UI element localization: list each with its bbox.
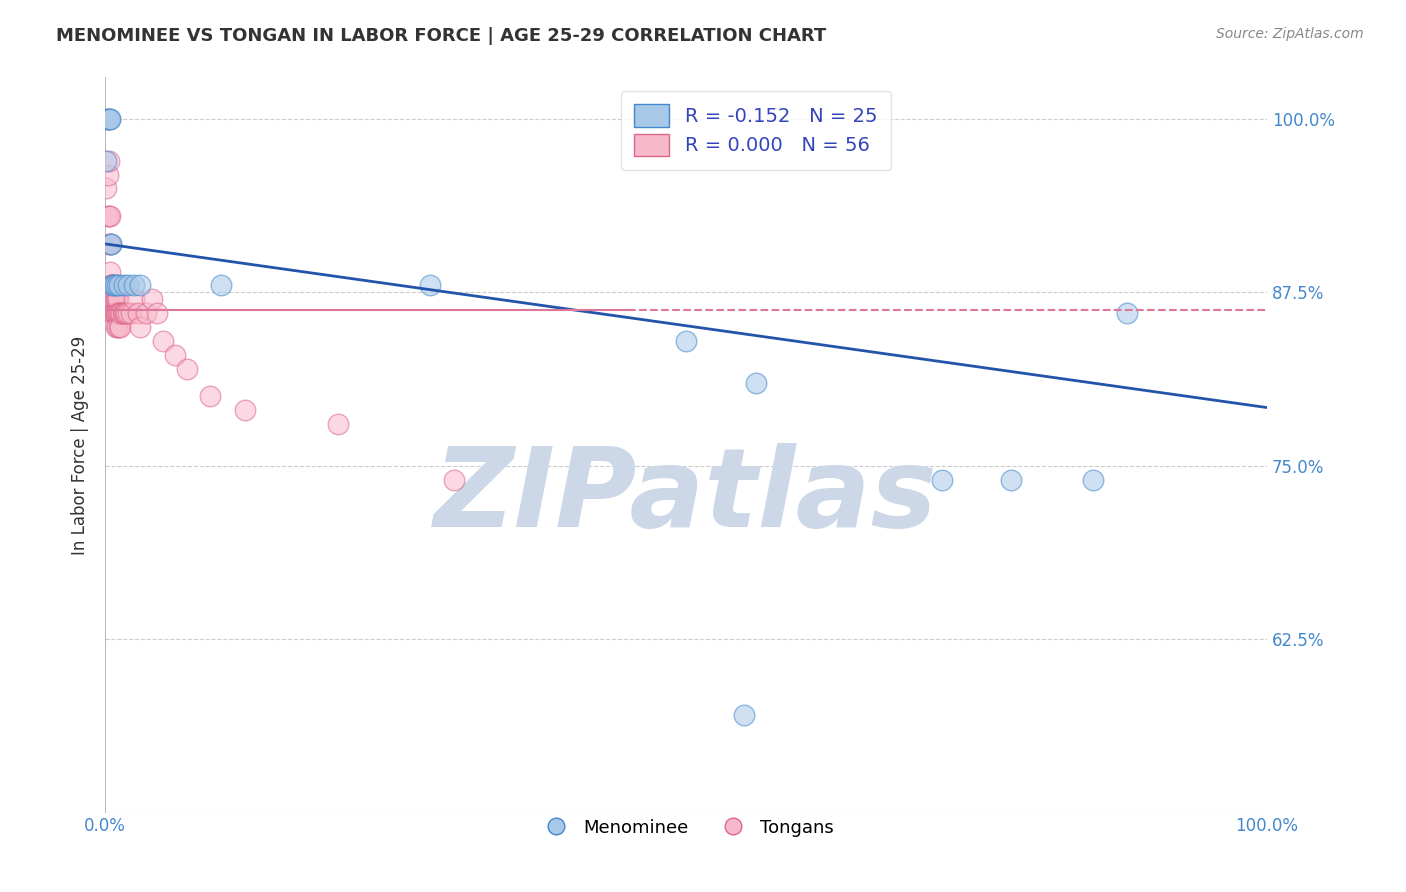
Point bbox=[107, 306, 129, 320]
Point bbox=[101, 293, 124, 307]
Point bbox=[100, 236, 122, 251]
Point bbox=[105, 320, 128, 334]
Point bbox=[419, 278, 441, 293]
Point bbox=[198, 389, 221, 403]
Point bbox=[101, 278, 124, 293]
Point bbox=[110, 306, 132, 320]
Point bbox=[129, 278, 152, 293]
Point bbox=[105, 306, 128, 320]
Point bbox=[96, 112, 118, 126]
Text: ZIPatlas: ZIPatlas bbox=[434, 443, 938, 550]
Point bbox=[127, 306, 149, 320]
Point bbox=[152, 334, 174, 348]
Point bbox=[96, 153, 118, 168]
Point bbox=[97, 112, 120, 126]
Point bbox=[100, 278, 122, 293]
Point bbox=[117, 306, 139, 320]
Point bbox=[931, 473, 953, 487]
Point bbox=[110, 306, 132, 320]
Point bbox=[98, 112, 121, 126]
Point bbox=[100, 278, 122, 293]
Y-axis label: In Labor Force | Age 25-29: In Labor Force | Age 25-29 bbox=[72, 335, 89, 555]
Point bbox=[176, 361, 198, 376]
Point bbox=[114, 306, 136, 320]
Point bbox=[163, 348, 186, 362]
Point bbox=[100, 236, 122, 251]
Point bbox=[108, 278, 131, 293]
Point bbox=[112, 306, 135, 320]
Point bbox=[326, 417, 349, 432]
Point bbox=[96, 168, 118, 182]
Point bbox=[98, 265, 121, 279]
Point bbox=[103, 278, 125, 293]
Point bbox=[122, 293, 145, 307]
Point bbox=[104, 306, 127, 320]
Text: Source: ZipAtlas.com: Source: ZipAtlas.com bbox=[1216, 27, 1364, 41]
Point bbox=[97, 153, 120, 168]
Point bbox=[103, 278, 125, 293]
Point bbox=[100, 293, 122, 307]
Point bbox=[112, 278, 135, 293]
Point bbox=[97, 209, 120, 223]
Point bbox=[233, 403, 256, 417]
Point bbox=[98, 112, 121, 126]
Point bbox=[103, 306, 125, 320]
Legend: Menominee, Tongans: Menominee, Tongans bbox=[530, 812, 841, 844]
Point bbox=[129, 320, 152, 334]
Point bbox=[103, 306, 125, 320]
Point bbox=[96, 181, 118, 195]
Point bbox=[107, 293, 129, 307]
Point bbox=[98, 236, 121, 251]
Point bbox=[105, 278, 128, 293]
Point bbox=[443, 473, 465, 487]
Point bbox=[96, 209, 118, 223]
Point bbox=[110, 320, 132, 334]
Point bbox=[96, 112, 118, 126]
Point bbox=[146, 306, 169, 320]
Text: MENOMINEE VS TONGAN IN LABOR FORCE | AGE 25-29 CORRELATION CHART: MENOMINEE VS TONGAN IN LABOR FORCE | AGE… bbox=[56, 27, 827, 45]
Point bbox=[103, 278, 125, 293]
Point bbox=[111, 306, 134, 320]
Point bbox=[117, 278, 139, 293]
Point bbox=[101, 306, 124, 320]
Point bbox=[103, 278, 125, 293]
Point bbox=[103, 293, 125, 307]
Point bbox=[135, 306, 157, 320]
Point bbox=[101, 293, 124, 307]
Point bbox=[141, 293, 163, 307]
Point bbox=[108, 306, 131, 320]
Point bbox=[1081, 473, 1104, 487]
Point bbox=[104, 293, 127, 307]
Point bbox=[104, 320, 127, 334]
Point bbox=[733, 708, 755, 723]
Point bbox=[1116, 306, 1139, 320]
Point bbox=[122, 278, 145, 293]
Point bbox=[209, 278, 232, 293]
Point bbox=[98, 209, 121, 223]
Point bbox=[1000, 473, 1022, 487]
Point bbox=[97, 236, 120, 251]
Point bbox=[103, 293, 125, 307]
Point bbox=[105, 293, 128, 307]
Point bbox=[101, 278, 124, 293]
Point bbox=[675, 334, 697, 348]
Point bbox=[115, 306, 138, 320]
Point bbox=[745, 376, 768, 390]
Point bbox=[103, 306, 125, 320]
Point bbox=[120, 306, 142, 320]
Point bbox=[108, 320, 131, 334]
